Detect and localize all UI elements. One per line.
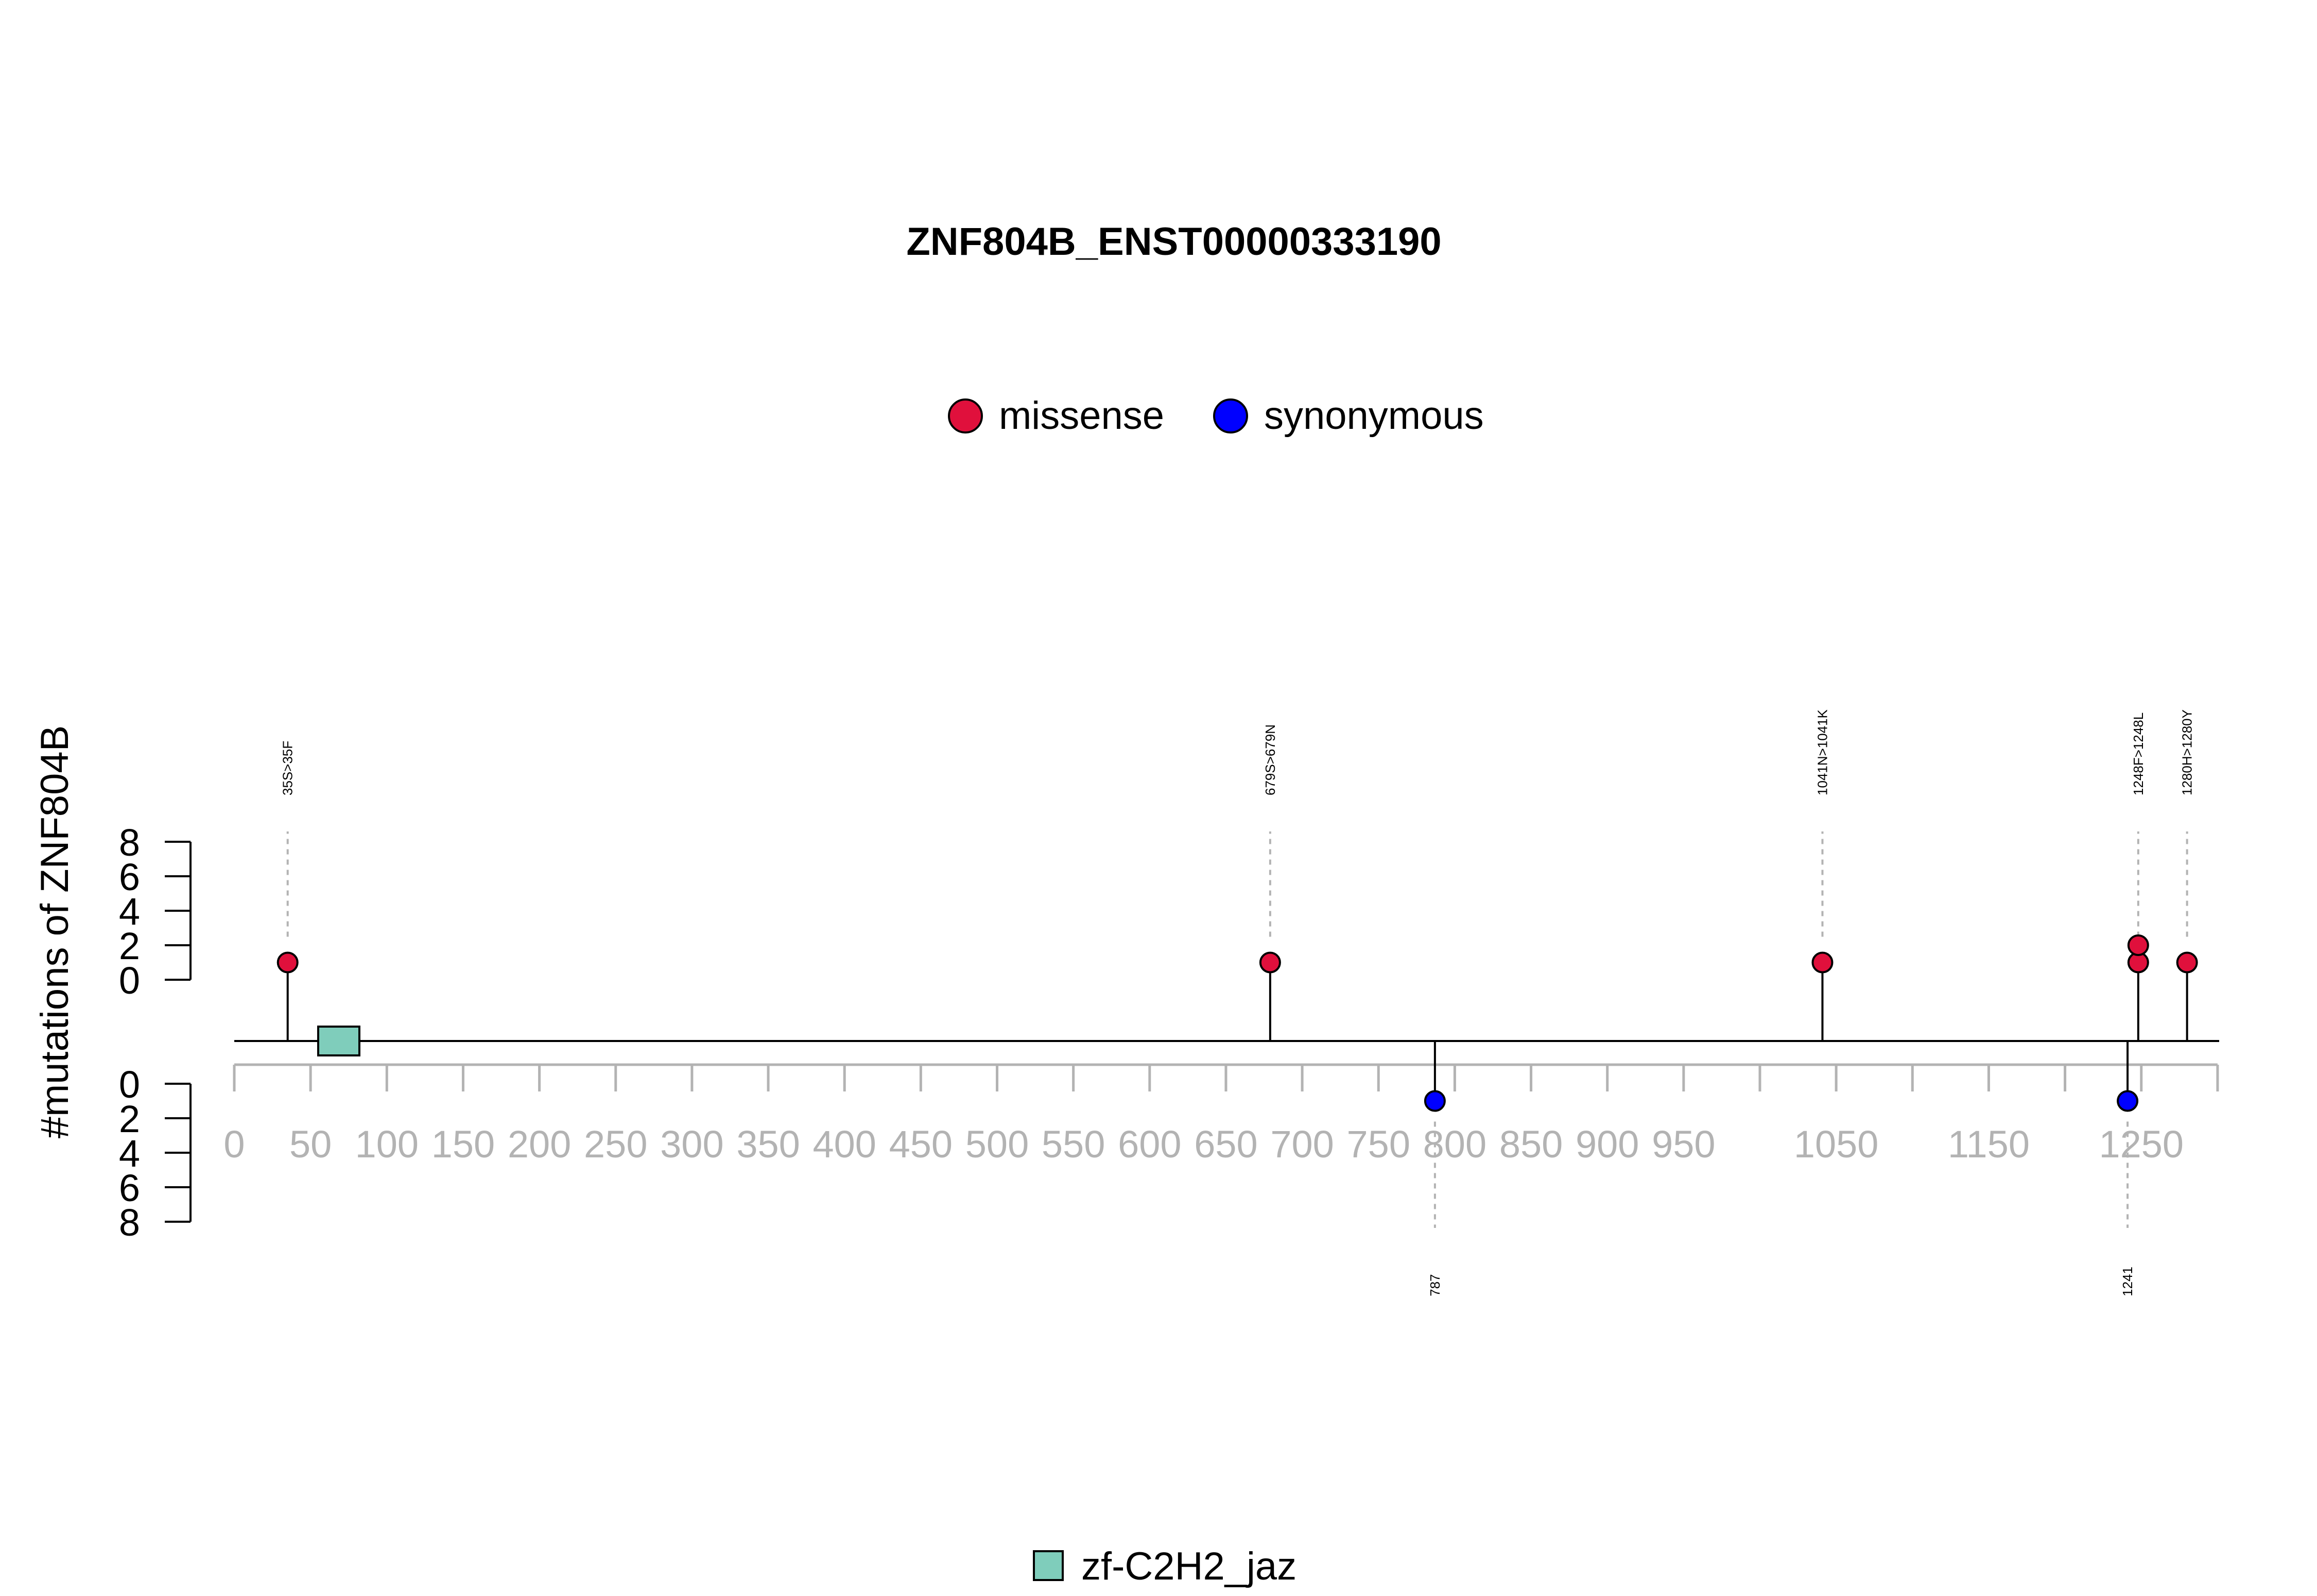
mutation-point	[1811, 951, 1834, 974]
mutation-label: 679S>679N	[1263, 724, 1278, 795]
x-tick-label: 300	[660, 1123, 723, 1166]
x-tick-label: 750	[1347, 1123, 1410, 1166]
x-tick-label: 650	[1194, 1123, 1257, 1166]
x-tick-label: 50	[289, 1123, 332, 1166]
mutation-label: 1041N>1041K	[1814, 709, 1830, 795]
mutation-point	[2127, 934, 2149, 956]
legend: missense synonymous	[948, 394, 1484, 438]
y-tick-label-bottom: 4	[119, 1132, 140, 1175]
y-tick-label-bottom: 0	[119, 1063, 140, 1106]
x-tick-label: 200	[508, 1123, 571, 1166]
mutation-point	[2176, 951, 2198, 974]
x-tick-label: 450	[889, 1123, 953, 1166]
domain-legend: zf-C2H2_jaz	[1033, 1545, 1296, 1588]
y-tick-label-top: 6	[119, 856, 140, 898]
x-tick-label: 500	[965, 1123, 1029, 1166]
domains	[317, 1026, 360, 1056]
legend-synonymous-label: synonymous	[1264, 394, 1484, 438]
x-tick-label: 900	[1576, 1123, 1639, 1166]
legend-missense-label: missense	[999, 394, 1164, 438]
x-tick-label: 400	[812, 1123, 876, 1166]
y-tick-label-bottom: 2	[119, 1098, 140, 1140]
mutation-point	[1259, 951, 1281, 974]
x-tick-label: 1250	[2099, 1123, 2184, 1166]
domain-box	[317, 1026, 360, 1056]
mutation-label: 35S>35F	[280, 741, 296, 795]
chart-title: ZNF804B_ENST00000333190	[906, 220, 1441, 264]
y-tick-label-top: 0	[119, 959, 140, 1002]
x-tick-label: 1150	[1948, 1123, 2030, 1166]
y-tick-label-bottom: 8	[119, 1201, 140, 1244]
x-tick-label: 700	[1270, 1123, 1334, 1166]
mutation-label: 787	[1427, 1274, 1443, 1296]
domain-legend-swatch	[1033, 1550, 1064, 1581]
mutation-point	[1424, 1090, 1446, 1112]
mutation-label: 1280H>1280Y	[2180, 709, 2195, 795]
legend-synonymous-marker	[1213, 398, 1248, 433]
y-tick-label-bottom: 6	[119, 1167, 140, 1209]
x-tick-label: 100	[355, 1123, 419, 1166]
x-tick-label: 150	[431, 1123, 495, 1166]
mutation-label: 1241	[2120, 1267, 2135, 1296]
domain-legend-label: zf-C2H2_jaz	[1081, 1545, 1296, 1588]
x-axis: 0 50 100 150 200 250 300 350 400 450 500 550 600 650 7…	[223, 1063, 2219, 1166]
y-tick-label-top: 8	[119, 821, 140, 864]
y-tick-label-top: 4	[119, 890, 140, 933]
mutation-label: 1248F>1248L	[2131, 713, 2146, 795]
x-tick-label: 0	[223, 1123, 245, 1166]
legend-missense-marker	[948, 398, 983, 433]
mutation-point	[2117, 1090, 2139, 1112]
y-tick-label-top: 2	[119, 925, 140, 967]
x-tick-label: 350	[736, 1123, 800, 1166]
x-tick-label: 250	[584, 1123, 647, 1166]
mutation-point	[276, 951, 299, 974]
x-tick-label: 850	[1499, 1123, 1563, 1166]
x-tick-label: 550	[1042, 1123, 1105, 1166]
mutation-labels: 35S>35F 679S>679N 1041N>1041K 1248F>1248L 12…	[280, 709, 2195, 1296]
x-tick-label: 600	[1118, 1123, 1181, 1166]
mutation-points	[276, 934, 2198, 1112]
mutation-stems	[286, 831, 2188, 1228]
x-tick-label: 1050	[1794, 1123, 1879, 1166]
x-tick-label: 950	[1652, 1123, 1715, 1166]
y-axis-label: #mutations of ZNF804B	[33, 725, 77, 1139]
x-tick-label: 800	[1423, 1123, 1486, 1166]
